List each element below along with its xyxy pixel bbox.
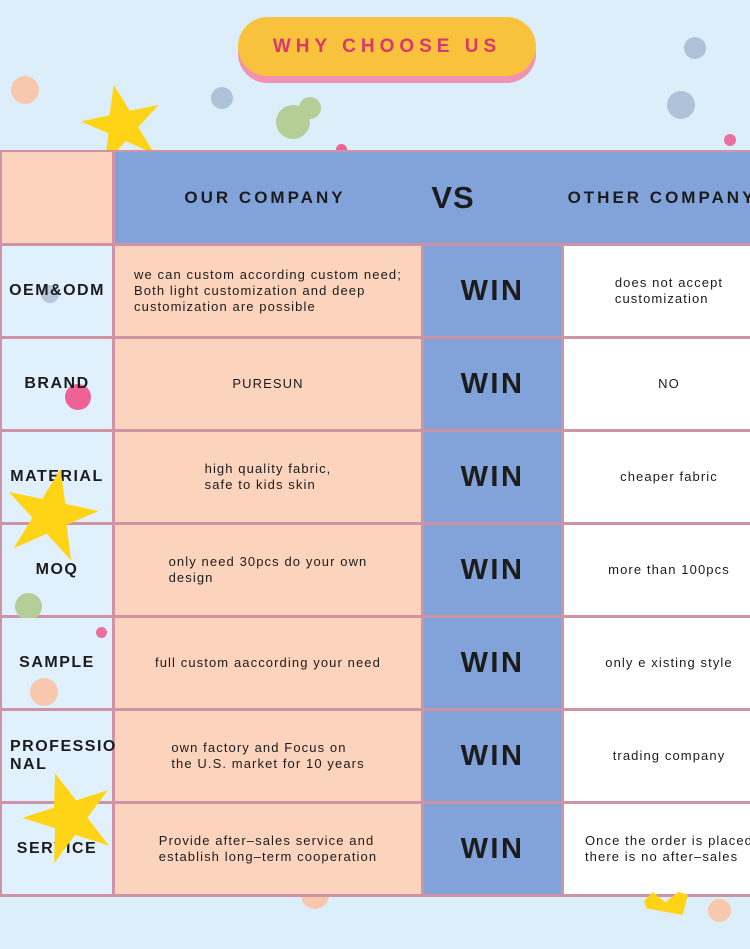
bluegray-dot-decoration	[211, 87, 233, 109]
our-company-text: high quality fabric, safe to kids skin	[204, 461, 332, 492]
win-text: WIN	[460, 553, 525, 586]
other-company-cell: only e xisting style	[564, 618, 750, 708]
table-row-label: OEM&ODM	[2, 246, 112, 336]
our-company-cell: only need 30pcs do your own design	[115, 525, 421, 615]
win-cell: WIN	[424, 432, 561, 522]
header-corner-cell	[2, 152, 112, 243]
other-company-cell: cheaper fabric	[564, 432, 750, 522]
win-text: WIN	[460, 739, 525, 772]
row-label-text: OEM&ODM	[9, 281, 105, 299]
win-cell: WIN	[424, 804, 561, 894]
our-company-text: we can custom according custom need; Bot…	[134, 267, 402, 314]
our-company-cell: we can custom according custom need; Bot…	[115, 246, 421, 336]
pink-dot-decoration	[336, 144, 347, 155]
table-row-label: MATERIAL	[2, 432, 112, 522]
page-title: WHY CHOOSE US	[272, 35, 502, 57]
other-company-text: does not accept customization	[614, 274, 724, 306]
win-cell: WIN	[424, 618, 561, 708]
win-cell: WIN	[424, 246, 561, 336]
header-our-company: OUR COMPANY	[184, 187, 346, 207]
header-other-company: OTHER COMPANY	[567, 187, 750, 207]
our-company-cell: own factory and Focus on the U.S. market…	[115, 711, 421, 801]
peach-dot-decoration	[11, 76, 39, 104]
header-vs: VS	[431, 179, 475, 215]
our-company-text: full custom aaccording your need	[155, 655, 381, 671]
pink-dot-decoration	[96, 627, 107, 638]
our-company-cell: high quality fabric, safe to kids skin	[115, 432, 421, 522]
win-text: WIN	[460, 274, 525, 307]
other-company-text: Once the order is placed there is no aft…	[584, 832, 750, 864]
win-cell: WIN	[424, 525, 561, 615]
green-dot-decoration	[15, 593, 42, 620]
header-row: OUR COMPANY VS OTHER COMPANY	[115, 152, 750, 243]
our-company-text: own factory and Focus on the U.S. market…	[171, 740, 365, 771]
our-company-text: PURESUN	[232, 376, 304, 392]
other-company-text: NO	[658, 375, 680, 391]
our-company-text: only need 30pcs do your own design	[168, 554, 368, 585]
table-row-label: PROFESSIO NAL	[2, 711, 112, 801]
our-company-cell: full custom aaccording your need	[115, 618, 421, 708]
win-cell: WIN	[424, 339, 561, 429]
win-text: WIN	[460, 460, 525, 493]
win-text: WIN	[460, 646, 525, 679]
other-company-cell: trading company	[564, 711, 750, 801]
green-blob-decoration	[299, 97, 321, 119]
our-company-cell: Provide after–sales service and establis…	[115, 804, 421, 894]
other-company-cell: Once the order is placed there is no aft…	[564, 804, 750, 894]
bluegray-dot-decoration	[41, 285, 59, 303]
pink-dot-decoration	[65, 384, 91, 410]
table-row-label: SAMPLE	[2, 618, 112, 708]
other-company-text: cheaper fabric	[620, 468, 718, 484]
win-text: WIN	[460, 832, 525, 865]
other-company-text: trading company	[612, 747, 726, 763]
comparison-table: OUR COMPANY VS OTHER COMPANY OEM&ODM we …	[0, 150, 750, 897]
row-label-text: BRAND	[24, 374, 90, 392]
other-company-cell: does not accept customization	[564, 246, 750, 336]
peach-dot-decoration	[30, 678, 58, 706]
other-company-cell: more than 100pcs	[564, 525, 750, 615]
other-company-cell: NO	[564, 339, 750, 429]
other-company-text: more than 100pcs	[608, 561, 730, 577]
pink-dot-decoration	[724, 134, 736, 146]
win-text: WIN	[460, 367, 525, 400]
peach-dot-decoration	[708, 899, 731, 922]
star-icon	[644, 892, 688, 915]
title-pill: WHY CHOOSE US	[238, 17, 536, 76]
win-cell: WIN	[424, 711, 561, 801]
table-row-label: BRAND	[2, 339, 112, 429]
bluegray-dot-decoration	[667, 91, 695, 119]
row-label-text: MOQ	[35, 560, 79, 578]
other-company-text: only e xisting style	[605, 654, 733, 670]
our-company-cell: PURESUN	[115, 339, 421, 429]
bluegray-dot-decoration	[684, 37, 706, 59]
row-label-text: SAMPLE	[19, 653, 95, 671]
our-company-text: Provide after–sales service and establis…	[158, 833, 378, 864]
row-label-text: PROFESSIO NAL	[10, 737, 117, 773]
